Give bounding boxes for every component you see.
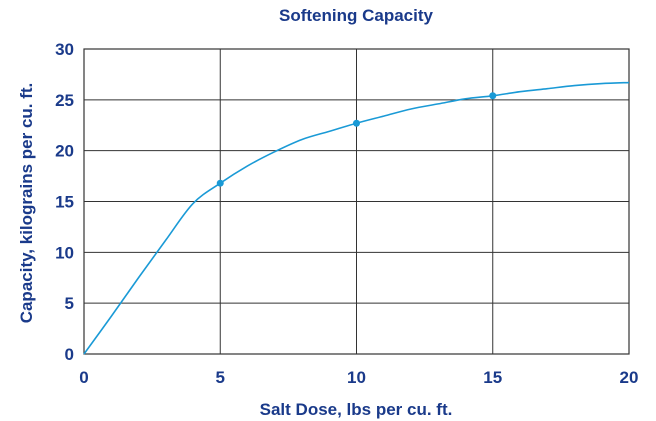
y-tick-label: 15 (55, 193, 74, 212)
x-axis-label: Salt Dose, lbs per cu. ft. (260, 400, 453, 419)
x-tick-label: 20 (620, 368, 639, 387)
x-tick-label: 10 (347, 368, 366, 387)
data-point-marker (489, 92, 497, 100)
plot-border (83, 48, 630, 355)
x-tick-label: 15 (483, 368, 502, 387)
grid-lines (84, 49, 629, 354)
data-point-marker (216, 179, 224, 187)
y-tick-label: 20 (55, 142, 74, 161)
data-point-marker (353, 119, 360, 127)
y-tick-label: 30 (55, 40, 74, 59)
y-tick-label: 5 (65, 294, 74, 313)
chart-title: Softening Capacity (279, 6, 434, 25)
y-tick-label: 10 (55, 243, 74, 262)
tick-labels: 0 5 10 15 20 0 5 10 15 20 25 30 (55, 40, 638, 387)
series-layer (83, 81, 630, 355)
y-tick-label: 0 (65, 345, 74, 364)
x-tick-label: 5 (216, 368, 225, 387)
y-tick-label: 25 (55, 91, 74, 110)
y-axis-label: Capacity, kilograins per cu. ft. (17, 83, 36, 324)
x-tick-label: 0 (79, 368, 88, 387)
plot-frame (83, 48, 630, 355)
